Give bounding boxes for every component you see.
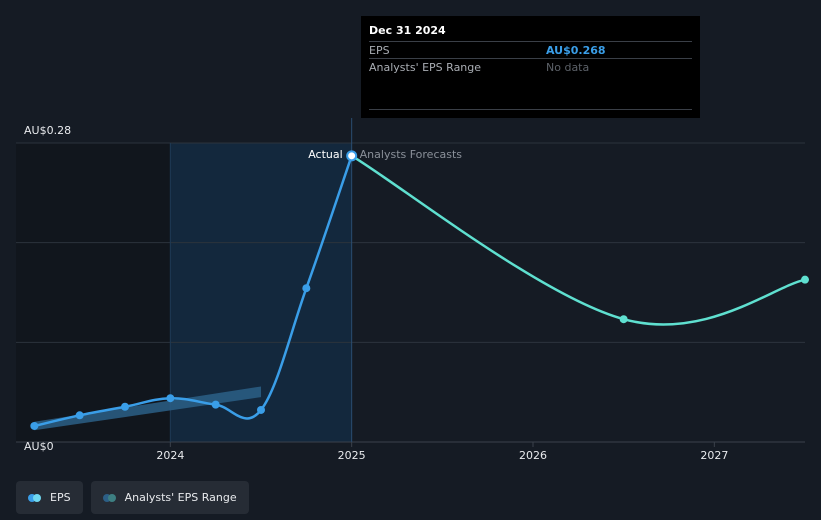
tooltip-eps-value: AU$0.268	[546, 44, 606, 57]
tooltip-row-range: Analysts' EPS Range No data	[369, 58, 692, 76]
series-0-point-1	[75, 411, 84, 420]
series-0-point-3	[166, 394, 175, 403]
selected-point	[346, 150, 358, 162]
tooltip-row-eps: EPS AU$0.268	[369, 41, 692, 59]
y-tick-label-0: AU$0	[24, 440, 54, 453]
forecast-label: Analysts Forecasts	[360, 148, 463, 161]
series-0-point-2	[121, 402, 129, 411]
series-1-point-1	[619, 315, 628, 324]
tooltip-range-value: No data	[546, 61, 590, 74]
legend-item-eps-range[interactable]: Analysts' EPS Range	[90, 481, 249, 514]
chart-tooltip: Dec 31 2024 EPS AU$0.268 Analysts' EPS R…	[361, 16, 700, 118]
eps-range-legend-icon	[102, 493, 117, 502]
legend-item-eps[interactable]: EPS	[16, 481, 83, 514]
x-tick-label-3: 2027	[700, 449, 728, 462]
chart-legend: EPS Analysts' EPS Range	[16, 481, 249, 514]
actual-label: Actual	[308, 148, 342, 161]
legend-eps-label: EPS	[50, 491, 71, 504]
past-region	[16, 143, 171, 442]
series-line-1	[351, 154, 806, 326]
series-0-point-4	[211, 400, 220, 409]
tooltip-divider	[369, 109, 692, 110]
legend-eps-range-label: Analysts' EPS Range	[124, 491, 237, 504]
series-0-point-6	[302, 284, 311, 293]
x-tick-label-1: 2025	[338, 449, 366, 462]
eps-range-band	[34, 386, 262, 431]
x-tick-label-2: 2026	[519, 449, 547, 462]
tooltip-range-label: Analysts' EPS Range	[369, 61, 482, 74]
chart-svg: Actual Analysts Forecasts AU$0 AU$0.28 2024 2…	[16, 118, 809, 462]
tooltip-date: Dec 31 2024	[369, 24, 446, 37]
tooltip-eps-label: EPS	[369, 44, 390, 57]
series-1-point-2	[801, 275, 809, 284]
eps-chart: Actual Analysts Forecasts AU$0 AU$0.28 2024 2…	[16, 118, 809, 462]
x-tick-label-0: 2024	[156, 449, 184, 462]
series-0-point-5	[257, 405, 265, 414]
eps-legend-icon	[28, 493, 42, 502]
y-tick-label-1: AU$0.28	[24, 124, 71, 137]
series-0-point-0	[30, 421, 39, 430]
